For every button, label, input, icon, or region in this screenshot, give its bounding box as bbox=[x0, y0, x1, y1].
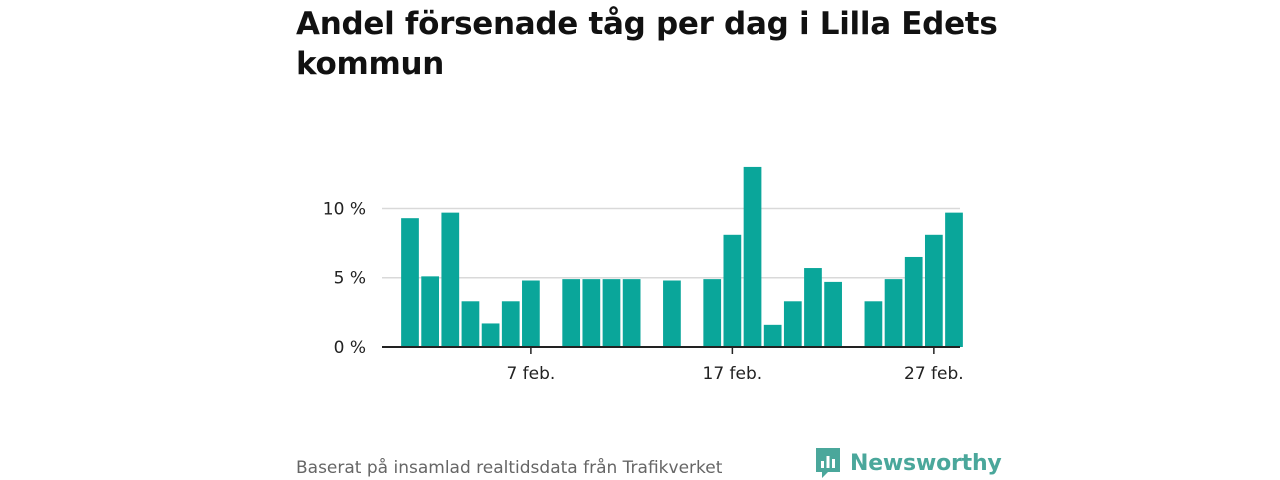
bar-4 bbox=[461, 301, 480, 347]
bar-2 bbox=[421, 276, 440, 347]
bar-12 bbox=[622, 279, 641, 347]
bar-17 bbox=[723, 234, 742, 347]
bar-chart: 0 % 5 % 10 % 7 feb. 17 feb. 27 feb. bbox=[323, 166, 964, 384]
x-tick-label: 27 feb. bbox=[904, 364, 964, 384]
y-tick-label: 5 % bbox=[334, 269, 366, 289]
bar-24 bbox=[864, 301, 883, 347]
gridlines bbox=[382, 207, 960, 279]
bar-28 bbox=[945, 212, 963, 347]
x-tick-label: 17 feb. bbox=[703, 364, 763, 384]
bar-16 bbox=[703, 279, 722, 347]
bar-14 bbox=[663, 280, 681, 347]
chart-title: Andel försenade tåg per dag i Lilla Edet… bbox=[296, 6, 998, 82]
bar-19 bbox=[763, 324, 782, 347]
bar-7 bbox=[522, 280, 540, 347]
bar-21 bbox=[804, 268, 822, 347]
x-tick-label: 7 feb. bbox=[506, 364, 555, 384]
bar-18 bbox=[743, 166, 762, 347]
bar-3 bbox=[441, 212, 460, 347]
brand-name: Newsworthy bbox=[850, 450, 1002, 476]
newsworthy-logo-icon bbox=[816, 448, 840, 478]
bar-6 bbox=[501, 301, 520, 347]
bar-11 bbox=[602, 279, 621, 347]
bar-22 bbox=[824, 281, 842, 347]
y-tick-label: 0 % bbox=[334, 338, 366, 358]
bar-10 bbox=[582, 279, 601, 347]
bar-20 bbox=[783, 301, 802, 347]
axes: 0 % 5 % 10 % 7 feb. 17 feb. 27 feb. bbox=[323, 199, 964, 384]
bar-9 bbox=[562, 279, 581, 347]
bar-26 bbox=[904, 256, 923, 347]
bar-1 bbox=[401, 218, 419, 347]
y-tick-label: 10 % bbox=[323, 199, 366, 219]
source-note: Baserat på insamlad realtidsdata från Tr… bbox=[296, 458, 723, 478]
bar-5 bbox=[481, 323, 500, 347]
bars bbox=[401, 166, 963, 347]
brand-logo: Newsworthy bbox=[814, 446, 1002, 480]
bar-25 bbox=[884, 279, 903, 347]
bar-27 bbox=[924, 234, 943, 347]
